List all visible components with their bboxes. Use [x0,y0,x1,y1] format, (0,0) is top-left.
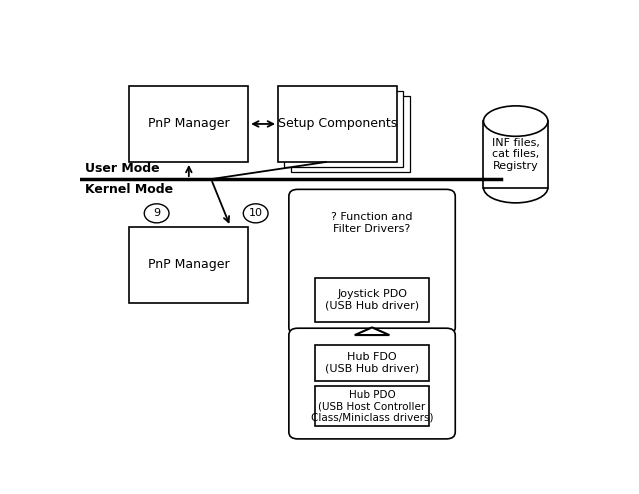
Bar [315,278,429,322]
Bar [291,96,410,172]
Polygon shape [355,328,389,335]
Ellipse shape [484,106,548,136]
Text: 9: 9 [153,208,160,218]
Text: User Mode: User Mode [85,163,160,175]
Text: Kernel Mode: Kernel Mode [85,183,173,196]
Text: Joystick PDO
(USB Hub driver): Joystick PDO (USB Hub driver) [325,289,419,311]
Bar [129,86,248,162]
Text: Hub PDO
(USB Host Controller
Class/Miniclass drivers): Hub PDO (USB Host Controller Class/Minic… [311,390,433,423]
Bar [315,345,429,381]
Text: PnP Manager: PnP Manager [148,258,229,271]
Bar [284,91,403,167]
Bar [129,227,248,303]
Text: PnP Manager: PnP Manager [148,118,229,130]
Bar [315,386,429,426]
Bar [484,121,548,188]
FancyBboxPatch shape [289,328,455,439]
Text: 10: 10 [249,208,263,218]
Text: INF files,
cat files,
Registry: INF files, cat files, Registry [492,138,539,171]
Text: Hub FDO
(USB Hub driver): Hub FDO (USB Hub driver) [325,352,419,373]
Bar [278,86,397,162]
Text: Setup Components: Setup Components [278,118,397,130]
FancyBboxPatch shape [289,189,455,334]
Text: ? Function and
Filter Drivers?: ? Function and Filter Drivers? [331,212,413,234]
